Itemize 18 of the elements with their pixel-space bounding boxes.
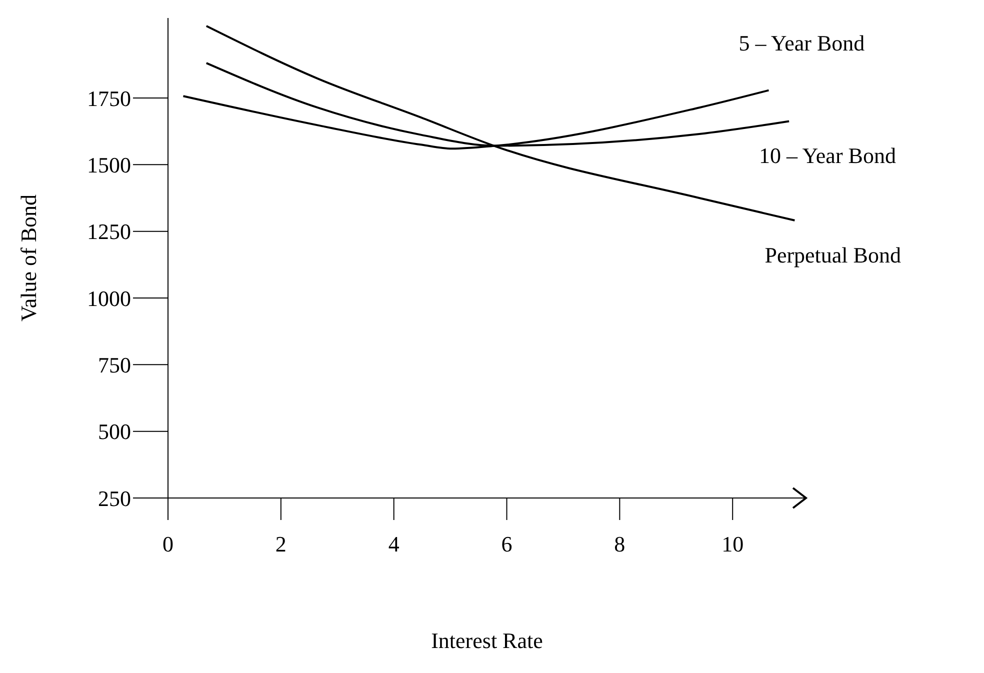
x-tick-label: 4	[388, 532, 400, 557]
series-label: 10 – Year Bond	[759, 143, 896, 168]
y-tick-label: 750	[98, 352, 131, 378]
x-tick-label: 8	[614, 532, 626, 557]
y-tick-label: 1250	[87, 219, 131, 244]
series-label: Perpetual Bond	[764, 242, 901, 268]
x-tick-label: 6	[501, 532, 512, 557]
y-tick-label: 500	[98, 419, 131, 444]
y-axis-title: Value of Bond	[16, 194, 41, 322]
x-tick-label: 2	[275, 532, 286, 557]
y-tick-label: 250	[98, 486, 131, 511]
x-axis-title: Interest Rate	[431, 628, 543, 653]
series-label: 5 – Year Bond	[738, 30, 865, 56]
y-tick-label: 1000	[87, 286, 131, 311]
y-tick-label: 1750	[87, 86, 131, 111]
x-tick-label: 10	[722, 532, 744, 557]
y-tick-label: 1500	[87, 152, 131, 178]
x-tick-label: 0	[162, 532, 174, 557]
